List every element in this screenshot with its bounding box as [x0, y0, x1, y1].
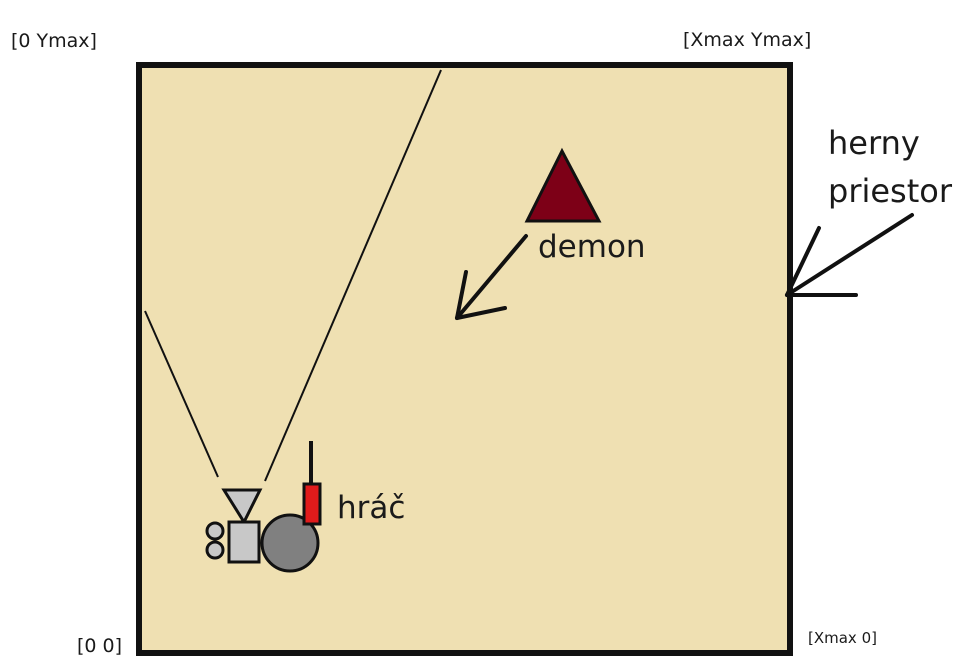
- play-area: [136, 62, 793, 656]
- weapon-icon: [302, 482, 322, 526]
- corner-label-top-right: [Xmax Ymax]: [683, 29, 812, 51]
- camera-reel-top-icon: [205, 521, 225, 541]
- camera-body-icon: [227, 520, 261, 564]
- demon-label: demon: [538, 229, 646, 265]
- player-body-icon: [260, 513, 320, 573]
- player: [205, 441, 322, 573]
- camera-lens-icon: [221, 488, 263, 526]
- play-area-pointer-arrow: [785, 213, 914, 297]
- fov-right-line: [264, 69, 442, 482]
- demon-direction-arrow: [455, 234, 528, 320]
- play-area-label-line2: priestor: [828, 172, 952, 210]
- fov-left-line: [144, 310, 219, 478]
- corner-label-bottom-right: [Xmax 0]: [808, 629, 877, 647]
- camera-reel-bottom-icon: [205, 540, 225, 560]
- play-area-label-line1: herny: [828, 124, 920, 162]
- corner-label-bottom-left: [0 0]: [77, 635, 123, 657]
- corner-label-top-left: [0 Ymax]: [11, 30, 97, 52]
- demon-triangle: [524, 147, 602, 223]
- player-label: hráč: [337, 490, 406, 526]
